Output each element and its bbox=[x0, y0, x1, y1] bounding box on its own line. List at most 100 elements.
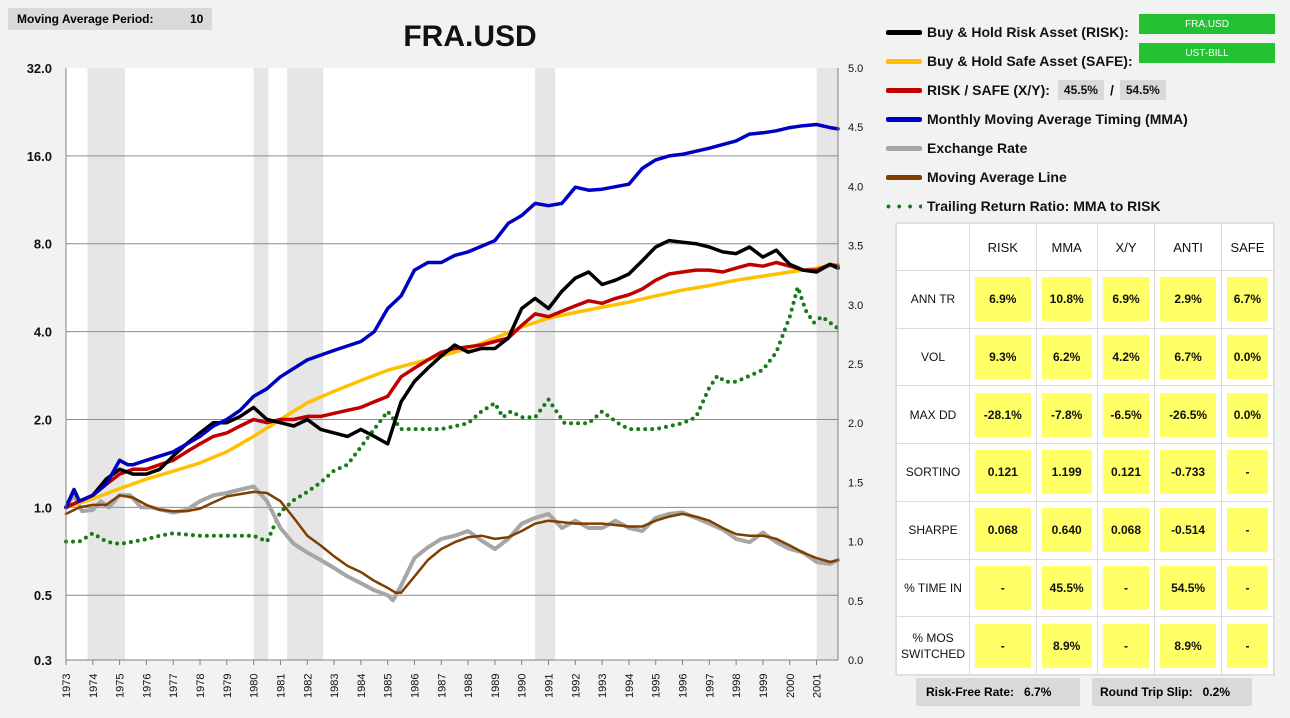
x-tick-label: 2000 bbox=[785, 674, 797, 698]
moving-average-period-control[interactable]: Moving Average Period: 10 bbox=[8, 8, 212, 30]
legend-label-ratio: Trailing Return Ratio: MMA to RISK bbox=[927, 198, 1161, 214]
stats-cell-anti: -0.514 bbox=[1154, 500, 1222, 560]
period-label: Moving Average Period: bbox=[17, 12, 154, 26]
y-right-tick-label: 2.5 bbox=[848, 359, 863, 371]
stats-value: 6.7% bbox=[1160, 335, 1216, 380]
stats-value: - bbox=[975, 623, 1031, 668]
y-left-tick-label: 8.0 bbox=[34, 237, 52, 252]
chart-title: FRA.USD bbox=[403, 20, 536, 53]
safe-asset-tag[interactable]: UST-BILL bbox=[1139, 43, 1275, 63]
stats-cell-xy: 0.121 bbox=[1096, 443, 1156, 502]
x-tick-label: 1998 bbox=[731, 674, 743, 698]
risk-free-rate-text: Risk-Free Rate: 6.7% bbox=[926, 685, 1052, 699]
stats-row: VOL 9.3% 6.2% 4.2% 6.7% 0.0% bbox=[896, 327, 1275, 387]
legend-item-ratio: • • • • Trailing Return Ratio: MMA to RIS… bbox=[886, 194, 1161, 218]
stats-value: 6.9% bbox=[975, 277, 1031, 322]
x-tick-label: 1987 bbox=[436, 674, 448, 698]
y-left-tick-label: 2.0 bbox=[34, 412, 52, 427]
stats-row: SORTINO 0.121 1.199 0.121 -0.733- bbox=[896, 443, 1275, 502]
stats-cell-xy: 4.2% bbox=[1096, 327, 1156, 387]
x-tick-label: 1976 bbox=[141, 674, 153, 698]
chart-area: 32.0 16.0 8.0 4.0 2.0 1.0 0.5 0.3 5.0 4.5 4.0 3.5 3.… bbox=[27, 20, 864, 698]
legend-swatch-risk bbox=[886, 29, 922, 35]
stats-cell-risk: - bbox=[969, 558, 1037, 618]
stats-cell-risk: 0.121 bbox=[969, 443, 1037, 502]
allocation-separator: / bbox=[1109, 82, 1114, 98]
y-right-tick-label: 4.0 bbox=[848, 181, 863, 193]
stats-value: -26.5% bbox=[1160, 392, 1216, 437]
col-header-anti: ANTI bbox=[1154, 223, 1222, 271]
y-right-tick-label: 5.0 bbox=[848, 63, 863, 75]
stats-row-label: SHARPE bbox=[896, 500, 970, 560]
stats-header-row: RISK MMA X/Y ANTI SAFE bbox=[896, 223, 1275, 271]
stats-cell-mma: -7.8% bbox=[1035, 385, 1098, 445]
stats-cell-safe: - bbox=[1220, 616, 1275, 675]
x-tick-label: 1975 bbox=[115, 674, 127, 698]
legend-item-xy: RISK / SAFE (X/Y): 45.5% / 54.5% bbox=[886, 78, 1166, 102]
stats-value: 1.199 bbox=[1041, 450, 1092, 495]
series-line-safe bbox=[64, 262, 840, 510]
stats-cell-safe: - bbox=[1220, 558, 1275, 618]
stats-value: 2.9% bbox=[1160, 277, 1216, 322]
stats-value: - bbox=[1226, 508, 1268, 553]
x-tick-label: 1994 bbox=[624, 674, 636, 698]
y-left-tick-label: 32.0 bbox=[27, 61, 52, 76]
x-tick-label: 1978 bbox=[195, 674, 207, 698]
stats-cell-anti: 8.9% bbox=[1154, 616, 1222, 675]
stats-value: 9.3% bbox=[975, 335, 1031, 380]
stats-cell-anti: 2.9% bbox=[1154, 270, 1222, 329]
stats-value: - bbox=[1102, 623, 1150, 668]
stats-value: - bbox=[975, 565, 1031, 610]
stats-row-label: VOL bbox=[896, 327, 970, 387]
series-line-xy bbox=[64, 260, 840, 510]
legend-label-fx: Exchange Rate bbox=[927, 140, 1028, 156]
stats-cell-anti: 54.5% bbox=[1154, 558, 1222, 618]
stats-row-label: MAX DD bbox=[896, 385, 970, 445]
legend-swatch-xy bbox=[886, 87, 922, 93]
stats-value: 10.8% bbox=[1041, 277, 1092, 322]
stats-cell-xy: 6.9% bbox=[1096, 270, 1156, 329]
legend-swatch-ma bbox=[886, 174, 922, 180]
series-line-ratio bbox=[64, 285, 840, 546]
x-tick-label: 1990 bbox=[517, 674, 529, 698]
col-header-risk: RISK bbox=[969, 223, 1037, 271]
x-tick-label: 1973 bbox=[61, 674, 73, 698]
stats-value: 0.121 bbox=[1102, 450, 1150, 495]
stats-row-label: SORTINO bbox=[896, 443, 970, 502]
col-header-xy: X/Y bbox=[1096, 223, 1156, 271]
shaded-period bbox=[816, 68, 838, 660]
stats-value: 0.068 bbox=[1102, 508, 1150, 553]
stats-value: 4.2% bbox=[1102, 335, 1150, 380]
legend-label-safe: Buy & Hold Safe Asset (SAFE): bbox=[927, 53, 1133, 69]
x-tick-label: 1992 bbox=[570, 674, 582, 698]
stats-row-label: ANN TR bbox=[896, 270, 970, 329]
legend-swatch-mma bbox=[886, 116, 922, 122]
stats-value: 8.9% bbox=[1160, 623, 1216, 668]
stats-cell-risk: 9.3% bbox=[969, 327, 1037, 387]
y-left-tick-label: 4.0 bbox=[34, 325, 52, 340]
y-right-tick-label: 0.0 bbox=[848, 655, 863, 667]
risk-free-rate: Risk-Free Rate: 6.7% bbox=[916, 678, 1080, 706]
y-left-tick-label: 16.0 bbox=[27, 149, 52, 164]
shaded-period bbox=[535, 68, 556, 660]
x-tick-label: 1985 bbox=[383, 674, 395, 698]
legend-swatch-fx bbox=[886, 145, 922, 151]
risk-allocation-pct[interactable]: 45.5% bbox=[1057, 80, 1104, 100]
y-right-tick-label: 2.0 bbox=[848, 418, 863, 430]
stats-cell-mma: 8.9% bbox=[1035, 616, 1098, 675]
legend-label-xy: RISK / SAFE (X/Y): bbox=[927, 82, 1050, 98]
y-right-tick-label: 1.5 bbox=[848, 477, 863, 489]
stats-value: 45.5% bbox=[1041, 565, 1092, 610]
y-right-tick-label: 1.0 bbox=[848, 537, 863, 549]
safe-allocation-pct[interactable]: 54.5% bbox=[1119, 80, 1166, 100]
stats-row-label: % TIME IN bbox=[896, 558, 970, 618]
stats-value: 0.068 bbox=[975, 508, 1031, 553]
y-right-tick-label: 0.5 bbox=[848, 596, 863, 608]
stats-cell-xy: - bbox=[1096, 616, 1156, 675]
stats-cell-risk: -28.1% bbox=[969, 385, 1037, 445]
period-value[interactable]: 10 bbox=[190, 12, 204, 26]
risk-asset-tag[interactable]: FRA.USD bbox=[1139, 14, 1275, 34]
stats-cell-anti: -0.733 bbox=[1154, 443, 1222, 502]
stats-value: -0.514 bbox=[1160, 508, 1216, 553]
x-tick-label: 1999 bbox=[758, 674, 770, 698]
